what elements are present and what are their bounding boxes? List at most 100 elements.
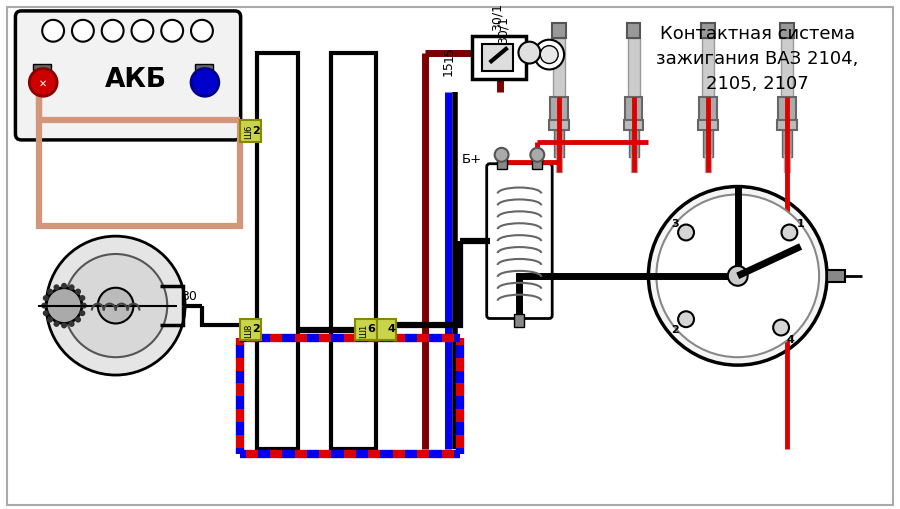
Text: 15: 15 <box>442 61 454 76</box>
Bar <box>472 37 526 80</box>
Text: 30: 30 <box>181 290 197 302</box>
Text: ✕: ✕ <box>39 78 48 88</box>
Circle shape <box>42 310 49 317</box>
Circle shape <box>79 310 86 317</box>
Text: Ш6: Ш6 <box>244 125 253 139</box>
Bar <box>256 53 298 449</box>
Circle shape <box>518 43 540 64</box>
Text: 6: 6 <box>367 324 375 334</box>
Bar <box>781 39 793 98</box>
Bar <box>549 121 569 131</box>
Text: 3: 3 <box>670 218 679 229</box>
Circle shape <box>47 289 53 295</box>
Circle shape <box>30 69 57 97</box>
Text: АКБ: АКБ <box>105 67 167 93</box>
Circle shape <box>64 254 167 357</box>
Text: 4: 4 <box>388 324 395 334</box>
Circle shape <box>41 303 47 309</box>
Circle shape <box>191 69 219 97</box>
Circle shape <box>42 21 64 43</box>
Text: Б+: Б+ <box>462 153 482 166</box>
Bar <box>515 314 525 328</box>
Bar <box>705 155 711 173</box>
Circle shape <box>728 266 748 286</box>
Bar <box>33 64 51 71</box>
Circle shape <box>46 288 82 324</box>
Circle shape <box>648 187 827 365</box>
Bar <box>778 121 797 131</box>
Bar <box>780 24 795 39</box>
Bar <box>827 270 845 282</box>
Text: 2: 2 <box>252 126 260 136</box>
Circle shape <box>75 289 81 295</box>
Circle shape <box>131 21 153 43</box>
Circle shape <box>98 288 133 324</box>
Circle shape <box>42 295 49 301</box>
Bar <box>702 39 714 98</box>
Circle shape <box>53 285 59 291</box>
Text: 2: 2 <box>252 324 260 334</box>
Text: 4: 4 <box>787 334 795 344</box>
Bar <box>554 39 565 98</box>
Bar <box>355 319 376 341</box>
Bar <box>626 24 641 39</box>
Circle shape <box>656 195 819 357</box>
Circle shape <box>161 21 183 43</box>
Bar <box>703 131 713 157</box>
Bar <box>553 24 566 39</box>
Bar <box>239 121 262 143</box>
Bar <box>239 319 262 341</box>
Circle shape <box>81 303 87 309</box>
Bar <box>698 121 718 131</box>
Bar <box>554 131 564 157</box>
Circle shape <box>47 317 53 323</box>
Circle shape <box>72 21 94 43</box>
Bar <box>782 131 792 157</box>
Text: Ш8: Ш8 <box>244 323 253 337</box>
Circle shape <box>46 237 185 375</box>
Bar <box>701 24 715 39</box>
Bar <box>195 64 213 71</box>
Bar <box>785 155 790 173</box>
FancyBboxPatch shape <box>487 164 553 319</box>
Bar <box>631 155 636 173</box>
Circle shape <box>75 317 81 323</box>
Bar <box>699 98 717 123</box>
Circle shape <box>68 285 75 291</box>
Circle shape <box>68 321 75 327</box>
Text: 30/1: 30/1 <box>497 16 510 44</box>
Bar <box>497 159 507 169</box>
Circle shape <box>781 225 797 241</box>
Text: 1: 1 <box>796 218 805 229</box>
FancyBboxPatch shape <box>15 12 240 140</box>
Circle shape <box>79 295 86 301</box>
Bar <box>627 39 640 98</box>
Text: Ш1: Ш1 <box>359 323 368 337</box>
Circle shape <box>773 320 789 336</box>
Circle shape <box>678 225 694 241</box>
Circle shape <box>530 149 544 162</box>
Text: 30/1: 30/1 <box>491 3 503 31</box>
Circle shape <box>495 149 508 162</box>
Bar <box>550 98 568 123</box>
Bar <box>628 131 638 157</box>
Text: 15: 15 <box>443 46 455 62</box>
Circle shape <box>540 46 558 64</box>
Bar <box>778 98 796 123</box>
Bar <box>482 45 514 72</box>
Bar <box>331 53 375 449</box>
Circle shape <box>53 321 59 327</box>
Bar <box>624 121 644 131</box>
Text: Контактная система
зажигания ВАЗ 2104,
2105, 2107: Контактная система зажигания ВАЗ 2104, 2… <box>656 24 859 92</box>
Circle shape <box>61 283 67 289</box>
Circle shape <box>678 312 694 327</box>
Circle shape <box>61 323 67 329</box>
Bar <box>625 98 643 123</box>
Bar <box>376 319 396 341</box>
Text: 2: 2 <box>670 324 679 334</box>
Bar <box>533 159 543 169</box>
Circle shape <box>535 41 564 70</box>
Bar <box>556 155 562 173</box>
Circle shape <box>191 21 213 43</box>
Circle shape <box>102 21 123 43</box>
